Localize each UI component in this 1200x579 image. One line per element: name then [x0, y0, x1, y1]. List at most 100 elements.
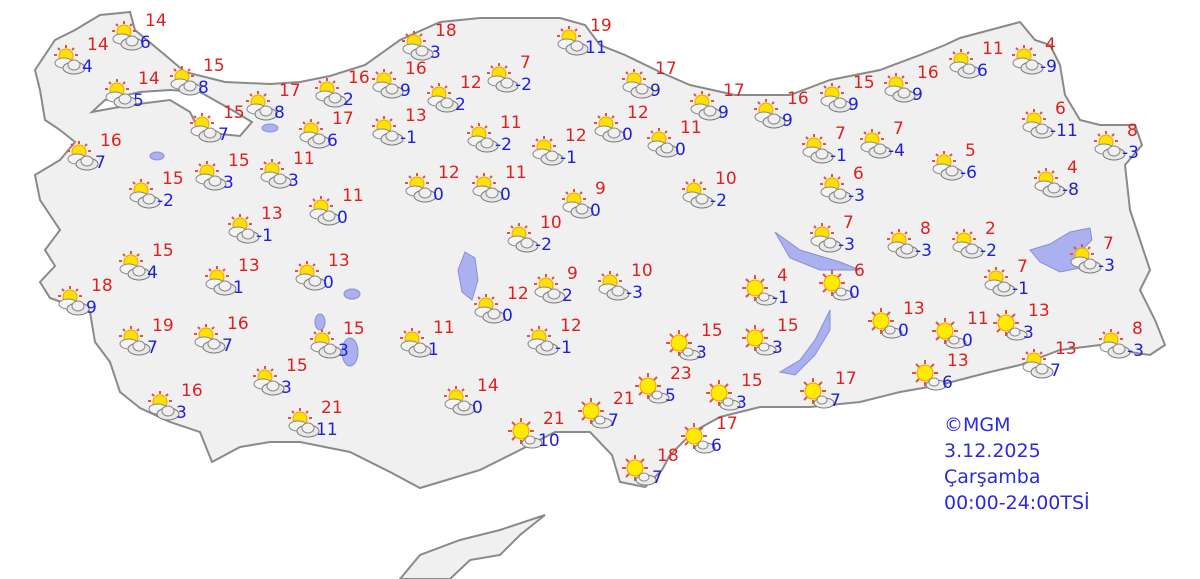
- max-temperature: 15: [223, 103, 245, 123]
- max-temperature: 12: [560, 316, 582, 336]
- min-temperature: 1: [233, 278, 244, 298]
- station-forecast: 11 3: [258, 150, 318, 198]
- max-temperature: 15: [741, 371, 763, 391]
- station-forecast: 15 3: [666, 322, 726, 370]
- station-forecast: 2 -2: [950, 220, 1010, 268]
- station-forecast: 4 -9: [1010, 36, 1070, 84]
- min-temperature: -1: [830, 146, 847, 166]
- lake-aksehir: [343, 288, 361, 300]
- lake-ataturk: [778, 309, 831, 376]
- map-legend: ©MGM 3.12.2025 Çarşamba 00:00-24:00TSİ: [944, 412, 1090, 516]
- min-temperature: 3: [772, 338, 783, 358]
- station-forecast: 15 8: [168, 57, 228, 105]
- station-forecast: 15 4: [117, 242, 177, 290]
- station-forecast: 11 -2: [465, 114, 525, 162]
- max-temperature: 7: [1017, 257, 1028, 277]
- station-forecast: 13 -1: [370, 107, 430, 155]
- station-forecast: 8 -3: [885, 220, 945, 268]
- station-forecast: 17 6: [681, 415, 741, 463]
- max-temperature: 9: [595, 179, 606, 199]
- max-temperature: 6: [1055, 99, 1066, 119]
- min-temperature: 9: [650, 81, 661, 101]
- station-forecast: 13 3: [993, 302, 1053, 350]
- max-temperature: 14: [138, 69, 160, 89]
- min-temperature: 7: [830, 391, 841, 411]
- station-forecast: 12 0: [592, 104, 652, 152]
- max-temperature: 10: [540, 213, 562, 233]
- max-temperature: 16: [348, 68, 370, 88]
- max-temperature: 12: [460, 73, 482, 93]
- station-forecast: 15 3: [193, 152, 253, 200]
- station-forecast: 15 3: [308, 320, 368, 368]
- max-temperature: 15: [203, 56, 225, 76]
- station-forecast: 13 0: [868, 300, 928, 348]
- max-temperature: 7: [1103, 234, 1114, 254]
- station-forecast: 7 -3: [808, 214, 868, 262]
- min-temperature: 2: [562, 286, 573, 306]
- day-label: Çarşamba: [944, 466, 1041, 488]
- max-temperature: 12: [565, 126, 587, 146]
- min-temperature: -3: [838, 235, 855, 255]
- station-forecast: 5 -6: [930, 142, 990, 190]
- min-temperature: 0: [675, 140, 686, 160]
- station-forecast: 16 9: [752, 90, 812, 138]
- min-temperature: -1: [1012, 279, 1029, 299]
- station-forecast: 11 1: [398, 319, 458, 367]
- station-forecast: 13 0: [293, 252, 353, 300]
- min-temperature: 0: [962, 331, 973, 351]
- max-temperature: 14: [145, 11, 167, 31]
- max-temperature: 18: [435, 21, 457, 41]
- station-forecast: 19 11: [555, 17, 615, 65]
- max-temperature: 13: [947, 351, 969, 371]
- max-temperature: 4: [1045, 35, 1056, 55]
- max-temperature: 16: [917, 63, 939, 83]
- station-forecast: 11 0: [470, 164, 530, 212]
- max-temperature: 6: [854, 261, 865, 281]
- max-temperature: 13: [405, 106, 427, 126]
- max-temperature: 17: [332, 109, 354, 129]
- min-temperature: -3: [915, 241, 932, 261]
- max-temperature: 12: [627, 103, 649, 123]
- max-temperature: 21: [321, 398, 343, 418]
- station-forecast: 11 0: [645, 119, 705, 167]
- max-temperature: 8: [1132, 319, 1143, 339]
- station-forecast: 8 -3: [1097, 320, 1157, 368]
- min-temperature: 0: [502, 306, 513, 326]
- max-temperature: 17: [835, 369, 857, 389]
- station-forecast: 7 -1: [800, 125, 860, 173]
- min-temperature: 9: [400, 81, 411, 101]
- min-temperature: 8: [274, 103, 285, 123]
- max-temperature: 15: [152, 241, 174, 261]
- station-forecast: 15 3: [742, 317, 802, 365]
- lake-sapanca: [261, 123, 279, 133]
- max-temperature: 11: [342, 186, 364, 206]
- max-temperature: 15: [286, 356, 308, 376]
- max-temperature: 5: [965, 141, 976, 161]
- min-temperature: 3: [223, 173, 234, 193]
- max-temperature: 13: [328, 251, 350, 271]
- min-temperature: -11: [1050, 121, 1078, 141]
- min-temperature: 6: [327, 131, 338, 151]
- max-temperature: 6: [853, 164, 864, 184]
- station-forecast: 10 -2: [505, 214, 565, 262]
- station-forecast: 17 9: [688, 82, 748, 130]
- max-temperature: 16: [405, 59, 427, 79]
- min-temperature: 9: [912, 85, 923, 105]
- station-forecast: 14 5: [103, 70, 163, 118]
- max-temperature: 13: [903, 299, 925, 319]
- max-temperature: 15: [777, 316, 799, 336]
- max-temperature: 14: [477, 376, 499, 396]
- min-temperature: 6: [711, 436, 722, 456]
- min-temperature: 9: [848, 95, 859, 115]
- min-temperature: 2: [455, 95, 466, 115]
- station-forecast: 10 -3: [596, 262, 656, 310]
- min-temperature: 0: [849, 283, 860, 303]
- min-temperature: -3: [1122, 143, 1139, 163]
- station-forecast: 12 0: [472, 285, 532, 333]
- min-temperature: 4: [147, 263, 158, 283]
- min-temperature: -6: [960, 163, 977, 183]
- min-temperature: 2: [343, 90, 354, 110]
- station-forecast: 4 -8: [1032, 159, 1092, 207]
- min-temperature: 7: [95, 153, 106, 173]
